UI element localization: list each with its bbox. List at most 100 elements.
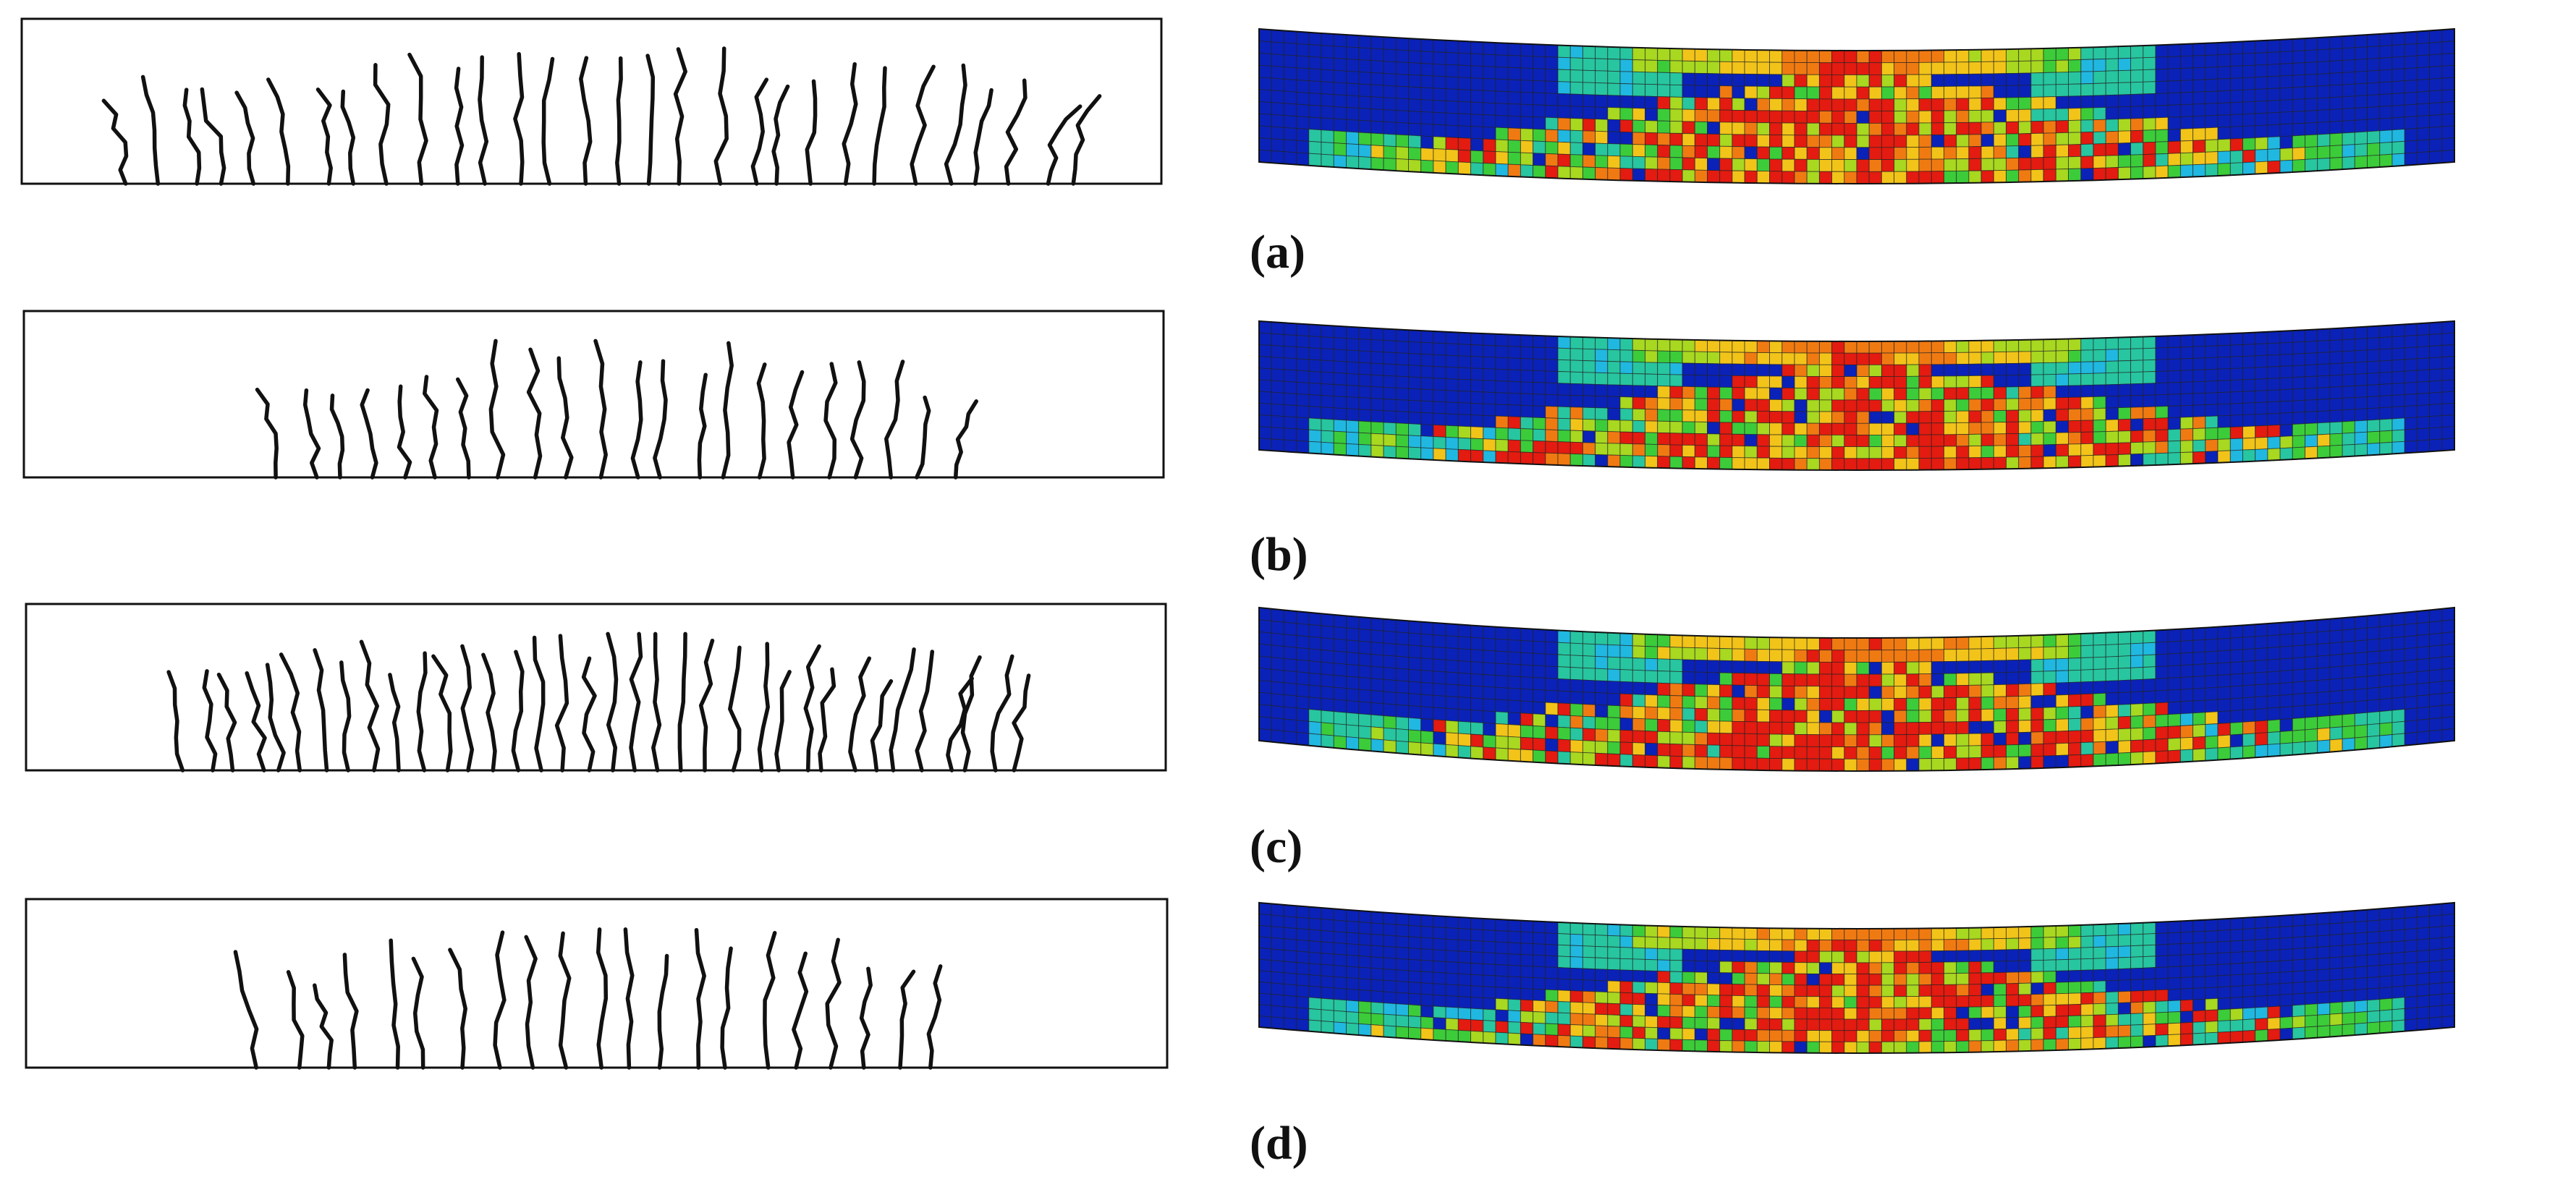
- mesh-cell: [2279, 87, 2293, 101]
- mesh-cell: [1931, 950, 1944, 963]
- mesh-cell: [1794, 446, 1808, 459]
- mesh-cell: [1931, 1029, 1944, 1042]
- mesh-cell: [2229, 53, 2243, 67]
- mesh-cell: [2292, 147, 2305, 161]
- mesh-cell: [1806, 122, 1820, 136]
- mesh-cell: [2167, 677, 2181, 691]
- mesh-cell: [1868, 446, 1882, 459]
- mesh-cell: [2155, 750, 2169, 764]
- mesh-cell: [1894, 171, 1907, 184]
- mesh-cell: [1806, 364, 1820, 377]
- mesh-cell: [2317, 386, 2331, 400]
- mesh-cell: [1582, 166, 1596, 180]
- mesh-cell: [1495, 953, 1509, 966]
- mesh-cell: [2329, 642, 2343, 656]
- mesh-cell: [1495, 380, 1509, 393]
- mesh-cell: [2055, 350, 2069, 363]
- mesh-cell: [2167, 652, 2181, 667]
- mesh-cell: [1595, 631, 1609, 645]
- mesh-cell: [2093, 70, 2106, 84]
- mesh-cell: [1931, 710, 1944, 723]
- mesh-cell: [1682, 48, 1695, 61]
- mesh-cell: [1433, 927, 1446, 940]
- mesh-cell: [1944, 995, 1957, 1008]
- mesh-cell: [2217, 734, 2231, 749]
- mesh-cell: [1980, 744, 1994, 758]
- mesh-cell: [2404, 440, 2418, 454]
- mesh-cell: [2006, 375, 2020, 388]
- mesh-cell: [1944, 170, 1957, 184]
- mesh-cell: [2255, 938, 2268, 952]
- mesh-cell: [1931, 457, 1944, 471]
- mesh-cell: [1470, 721, 1484, 736]
- mesh-cell: [2117, 348, 2132, 362]
- mesh-cell: [1844, 341, 1857, 354]
- mesh-cell: [2441, 426, 2455, 440]
- mesh-cell: [1296, 1018, 1310, 1032]
- mesh-cell: [1358, 420, 1372, 434]
- mesh-cell: [1533, 440, 1546, 454]
- mesh-cell: [1433, 88, 1446, 101]
- mesh-cell: [1296, 973, 1310, 987]
- mesh-cell: [1894, 1007, 1907, 1020]
- mesh-cell: [1844, 98, 1857, 112]
- mesh-cell: [2255, 1029, 2268, 1042]
- mesh-cell: [1395, 110, 1409, 124]
- mesh-cell: [1420, 51, 1434, 64]
- mesh-cell: [2317, 957, 2331, 971]
- mesh-cell: [1582, 979, 1596, 992]
- mesh-cell: [1794, 661, 1808, 675]
- mesh-cell: [2279, 354, 2293, 367]
- mesh-cell: [1308, 441, 1322, 454]
- mesh-cell: [1769, 685, 1783, 699]
- mesh-cell: [2391, 116, 2405, 131]
- mesh-cell: [2117, 1013, 2132, 1026]
- mesh-cell: [1296, 635, 1310, 650]
- mesh-cell: [2217, 403, 2231, 417]
- mesh-cell: [1495, 438, 1509, 452]
- mesh-cell: [2030, 743, 2044, 757]
- mesh-cell: [1383, 422, 1397, 435]
- mesh-cell: [2117, 740, 2132, 754]
- mesh-cell: [1868, 974, 1882, 986]
- mesh-cell: [2329, 433, 2343, 446]
- mesh-cell: [1507, 736, 1521, 750]
- mesh-cell: [1483, 963, 1496, 976]
- mesh-cell: [1483, 722, 1496, 736]
- mesh-cell: [2217, 150, 2231, 164]
- mesh-cell: [2105, 94, 2119, 108]
- mesh-cell: [1881, 1041, 1895, 1054]
- mesh-cell: [2429, 54, 2443, 68]
- mesh-cell: [1732, 720, 1745, 734]
- mesh-cell: [1818, 940, 1833, 952]
- mesh-cell: [1420, 388, 1434, 402]
- mesh-cell: [2329, 72, 2343, 86]
- mesh-cell: [2305, 85, 2318, 100]
- crack-line: [630, 360, 643, 480]
- mesh-cell: [2416, 634, 2431, 648]
- mesh-cell: [2317, 991, 2331, 1005]
- mesh-cell: [1495, 357, 1509, 370]
- mesh-cell: [2068, 924, 2082, 937]
- mesh-cell: [2229, 721, 2243, 736]
- mesh-cell: [2305, 375, 2318, 389]
- mesh-cell: [1906, 1041, 1920, 1054]
- mesh-cells: [1258, 320, 2455, 471]
- mesh-cell: [2305, 913, 2318, 926]
- mesh-cell: [1333, 931, 1347, 945]
- mesh-cell: [1383, 979, 1397, 993]
- mesh-cell: [1918, 135, 1932, 148]
- mesh-cell: [2292, 388, 2305, 401]
- mesh-cell: [2093, 106, 2106, 121]
- mesh-cell: [1495, 626, 1509, 640]
- mesh-cell: [2055, 455, 2069, 469]
- mesh-cell: [1321, 371, 1334, 385]
- mesh-cell: [1918, 758, 1932, 771]
- mesh-cell: [1831, 950, 1845, 963]
- mesh-cell: [1308, 44, 1322, 58]
- mesh-cell: [1993, 1017, 2007, 1030]
- mesh-cell: [1258, 992, 1272, 1006]
- mesh-cell: [2055, 156, 2069, 170]
- mesh-cell: [2242, 1007, 2256, 1021]
- mesh-cell: [2292, 446, 2305, 460]
